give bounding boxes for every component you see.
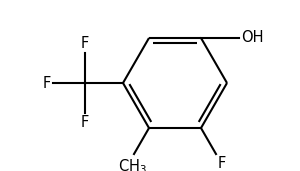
Text: F: F <box>81 36 89 51</box>
Text: F: F <box>43 76 51 90</box>
Text: F: F <box>218 156 226 171</box>
Text: OH: OH <box>241 30 263 45</box>
Text: CH$_3$: CH$_3$ <box>118 157 146 171</box>
Text: F: F <box>81 115 89 130</box>
